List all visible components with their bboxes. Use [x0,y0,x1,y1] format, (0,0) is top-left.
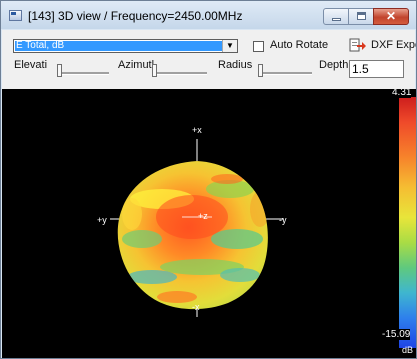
minimize-button[interactable] [323,8,349,25]
toolbar: E Total, dB ▼ Auto Rotate DXF Expo Eleva… [2,30,417,89]
auto-rotate-checkbox[interactable] [253,41,264,52]
azimuth-slider-track [152,72,207,75]
depth-input[interactable]: 1.5 [349,60,404,78]
radiation-pattern-plot[interactable] [2,89,416,358]
maximize-button[interactable] [348,8,374,25]
plus-y-axis-label: +y [97,215,107,225]
azimuth-slider[interactable] [152,61,207,77]
title-bar[interactable]: [143] 3D view / Frequency=2450.00MHz ✕ [1,1,416,29]
azimuth-label: Azimutl [118,59,155,71]
colorbar-legend [399,97,416,348]
elevation-slider[interactable] [57,61,109,77]
minimize-icon [332,18,341,21]
app-window-icon [9,10,22,21]
radius-slider-track [258,72,312,75]
field-select-value: E Total, dB [15,41,222,51]
minus-x-axis-label: -x [192,302,200,312]
window-title: [143] 3D view / Frequency=2450.00MHz [28,9,243,23]
minus-y-axis-label: -y [279,215,287,225]
close-button[interactable]: ✕ [373,8,409,25]
radius-label: Radius [218,59,253,71]
radius-slider[interactable] [258,61,312,77]
depth-label: Depth [319,59,349,71]
plus-z-axis-label: +z [198,211,208,221]
3d-view-canvas[interactable]: +x -x +y -y +z 4.31 -15.09 dB [2,89,416,358]
elevation-label: Elevati [14,59,48,71]
radius-slider-thumb[interactable] [258,64,263,77]
auto-rotate-label: Auto Rotate [270,39,329,51]
close-icon: ✕ [385,9,397,23]
chevron-down-icon[interactable]: ▼ [222,40,237,52]
dxf-export-label[interactable]: DXF Expo [371,39,417,51]
colorbar-unit-label: dB [402,345,414,355]
azimuth-slider-thumb[interactable] [152,64,157,77]
colorbar-min-label: -15.09 [382,329,411,340]
dxf-export-icon[interactable] [349,38,366,52]
elevation-slider-track [57,72,109,75]
plus-x-axis-label: +x [192,125,202,135]
radiation-pattern-surface [117,161,268,310]
colorbar-max-label: 4.31 [392,89,412,98]
field-select[interactable]: E Total, dB ▼ [13,39,238,53]
elevation-slider-thumb[interactable] [57,64,62,77]
maximize-icon [357,12,366,20]
